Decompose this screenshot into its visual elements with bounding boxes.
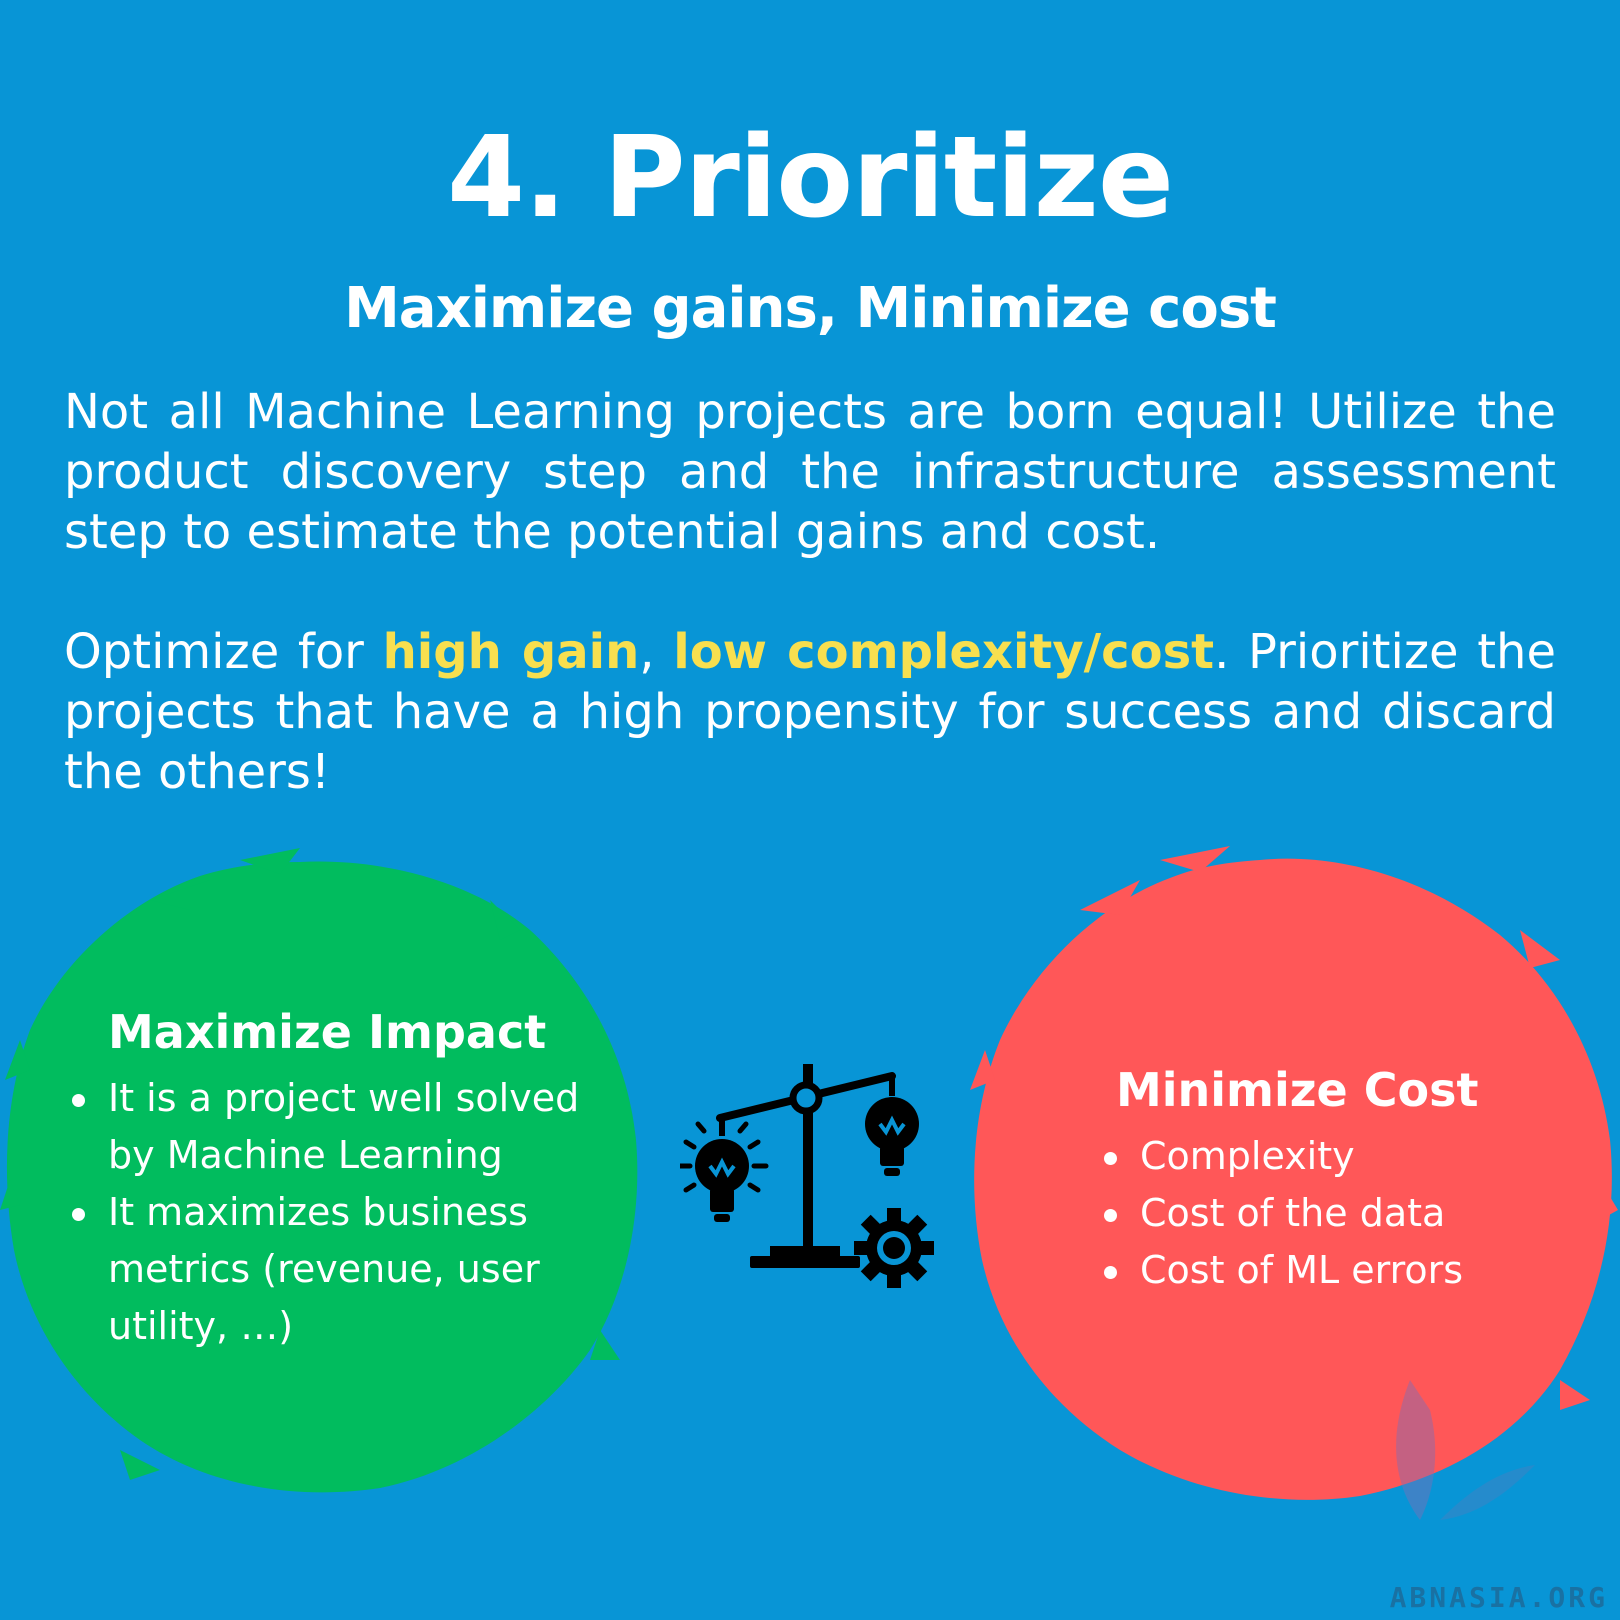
impact-item-text: It maximizes business metrics (revenue, … [108,1190,540,1348]
impact-item-text: It is a project well solved by Machine L… [108,1076,580,1177]
intro-paragraph: Not all Machine Learning projects are bo… [64,384,1556,560]
cost-blob [970,846,1618,1500]
impact-blob [0,848,638,1493]
list-item: Cost of ML errors [1104,1242,1564,1299]
impact-title: Maximize Impact [108,1005,547,1059]
list-item: It maximizes business metrics (revenue, … [72,1184,612,1355]
balance-scale-lightbulb-gear-icon [680,1064,934,1288]
page-title: 4. Prioritize [447,113,1174,243]
optimize-prefix: Optimize for [64,624,383,680]
cost-title: Minimize Cost [1116,1063,1479,1117]
bullet-dot [72,1094,85,1107]
bullet-dot [1104,1266,1117,1279]
list-item: It is a project well solved by Machine L… [72,1070,612,1184]
list-item: Complexity [1104,1128,1564,1185]
watermark-text: ABNASIA.ORG [1389,1581,1608,1614]
page-subtitle: Maximize gains, Minimize cost [344,276,1277,341]
bullet-dot [72,1208,85,1221]
watermark-logo [1396,1380,1535,1520]
bullet-dot [1104,1209,1117,1222]
optimize-paragraph: Optimize for high gain, low complexity/c… [64,622,1556,802]
cost-item-text: Cost of the data [1140,1191,1446,1235]
highlight-low-cost: low complexity/cost [673,624,1215,680]
cost-item-text: Cost of ML errors [1140,1248,1464,1292]
highlight-high-gain: high gain [382,624,640,680]
bullet-dot [1104,1152,1117,1165]
cost-list: Complexity Cost of the data Cost of ML e… [1104,1128,1564,1299]
optimize-suffix: . Prioritize the projects that have a hi… [64,624,1557,800]
list-item: Cost of the data [1104,1185,1564,1242]
impact-list: It is a project well solved by Machine L… [72,1070,612,1355]
optimize-separator: , [639,624,674,680]
cost-item-text: Complexity [1140,1134,1355,1178]
